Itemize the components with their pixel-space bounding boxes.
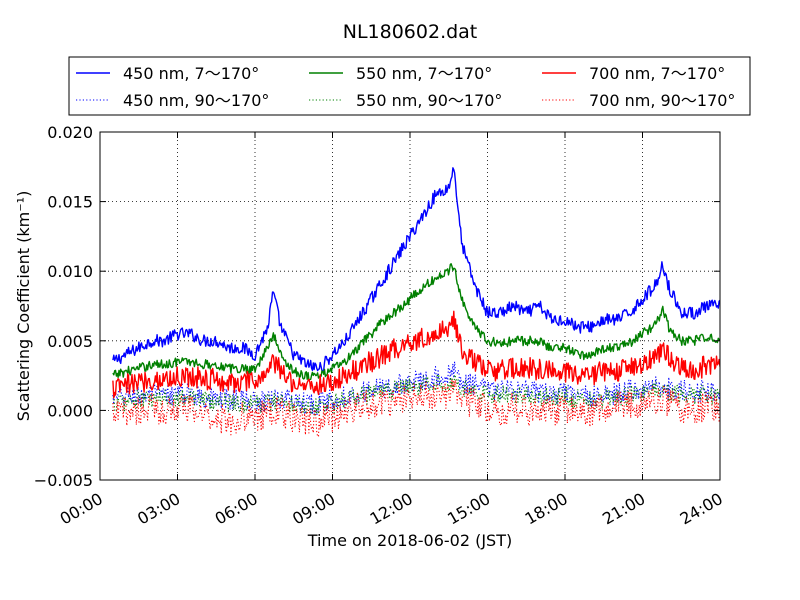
legend-label: 700 nm, 90～170° [589, 91, 735, 110]
legend-label: 450 nm, 90～170° [123, 91, 269, 110]
y-tick-label: 0.010 [47, 262, 93, 281]
y-tick-labels: −0.005 0.000 0.005 0.010 0.015 0.020 [34, 123, 93, 490]
series-line-450-nm-90-170-dotted [112, 361, 720, 415]
series-group [112, 167, 720, 438]
chart-title: NL180602.dat [343, 21, 478, 43]
legend-frame [68, 56, 751, 116]
y-axis-label: Scattering Coefficient (km⁻¹) [14, 191, 33, 422]
series-line-550-nm-7-170 [112, 263, 720, 381]
axis-ticks [99, 131, 721, 481]
y-tick-label: −0.005 [34, 471, 93, 490]
y-tick-label: 0.005 [47, 332, 93, 351]
legend-label: 450 nm, 7～170° [123, 64, 259, 83]
series-line-700-nm-90-170-dotted [112, 378, 720, 438]
legend-entries: 450 nm, 7～170° 550 nm, 7～170° 700 nm, 7～17… [76, 64, 735, 110]
x-axis-label: Time on 2018-06-02 (JST) [307, 531, 512, 550]
y-tick-label: 0.015 [47, 193, 93, 212]
legend-label: 550 nm, 7～170° [356, 64, 492, 83]
legend: 450 nm, 7～170° 550 nm, 7～170° 700 nm, 7～17… [68, 56, 751, 116]
y-tick-label: 0.000 [47, 401, 93, 420]
gridlines [100, 132, 720, 480]
series-line-550-nm-90-170-dotted [112, 373, 720, 416]
legend-label: 700 nm, 7～170° [589, 64, 725, 83]
series-line-700-nm-7-170 [112, 310, 720, 399]
y-tick-label: 0.020 [47, 123, 93, 142]
legend-label: 550 nm, 90～170° [356, 91, 502, 110]
series-line-450-nm-7-170 [112, 167, 720, 372]
